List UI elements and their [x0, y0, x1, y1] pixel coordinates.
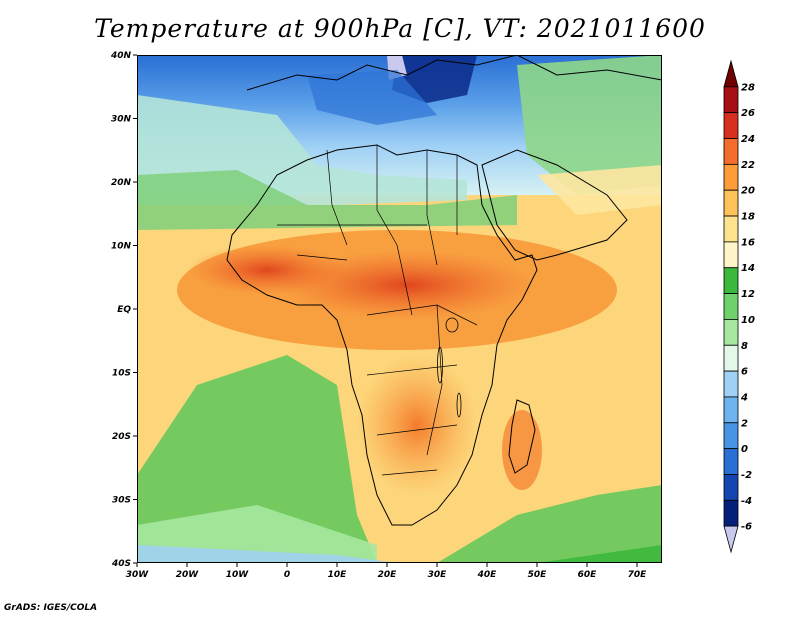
- south-atlantic-blue: [137, 545, 397, 563]
- lat-tick-label: 40S: [111, 559, 131, 569]
- colorbar-segment: [723, 344, 739, 372]
- colorbar-segment: [723, 293, 739, 320]
- country-borders: [277, 145, 478, 476]
- middle-east-green: [517, 55, 662, 195]
- lat-tick-label: EQ: [117, 305, 131, 315]
- colorbar-label: 4: [740, 392, 748, 403]
- colorbar-label: 18: [741, 212, 755, 223]
- lake-malawi: [456, 392, 462, 418]
- colorbar-label: 16: [741, 237, 755, 248]
- colorbar-segment: [723, 396, 739, 424]
- colorbar-segment: [723, 448, 739, 475]
- colorbar-label: 6: [741, 367, 748, 378]
- colorbar-top-triangle: [723, 59, 739, 88]
- arabia-coastline: [481, 149, 628, 261]
- europe-coastline: [246, 55, 518, 91]
- map-frame: [137, 55, 662, 563]
- hot-southern-africa: [357, 355, 477, 495]
- lon-tick-label: 0: [284, 570, 290, 580]
- colorbar-segment: [723, 319, 739, 346]
- lat-tick-label: 10N: [111, 242, 132, 252]
- lat-tick-label: 30N: [111, 115, 132, 125]
- colorbar-label: -4: [741, 496, 752, 507]
- colorbar-segment: [723, 138, 739, 165]
- lon-tick-label: 10E: [328, 570, 348, 580]
- colorbar-label: 20: [741, 186, 755, 197]
- lat-tick-label: 20N: [111, 178, 132, 188]
- lon-tick-label: 50E: [528, 570, 548, 580]
- lon-tick-label: 60E: [578, 570, 598, 580]
- lat-tick-label: 20S: [112, 432, 131, 442]
- colorbar-label: 14: [741, 263, 755, 274]
- colorbar-label: 10: [741, 315, 755, 326]
- colorbar-label: -6: [741, 522, 752, 533]
- colorbar-segment: [723, 370, 739, 398]
- lon-tick-label: 40E: [477, 570, 498, 580]
- colorbar-label: 28: [741, 82, 755, 93]
- lat-tick-label: 10S: [112, 369, 131, 379]
- colorbar-segment: [723, 189, 739, 217]
- chart-title: Temperature at 900hPa [C], VT: 202101160…: [94, 14, 706, 43]
- lat-tick-label: 30S: [112, 496, 131, 506]
- colorbar-segment: [723, 422, 739, 450]
- colorbar-label: 0: [741, 444, 748, 455]
- colorbar-segment: [723, 267, 739, 294]
- south-indian-green: [437, 485, 662, 563]
- colorbar-label: 2: [741, 418, 748, 429]
- colorbar-segment: [723, 86, 739, 114]
- sahel-green-band: [137, 170, 517, 230]
- colorbar-label: -2: [741, 470, 752, 481]
- colorbar-label: 8: [741, 341, 748, 352]
- cold-mediterranean: [307, 70, 437, 125]
- lon-tick-label: 30E: [428, 570, 448, 580]
- lon-tick-label: 10W: [226, 570, 250, 580]
- lake-victoria: [445, 317, 459, 333]
- lake-tanganyika: [437, 346, 443, 384]
- south-atlantic-green: [137, 355, 377, 563]
- colorbar-label: 24: [741, 134, 755, 145]
- grads-credit: GrADS: IGES/COLA: [4, 603, 98, 613]
- colorbar-segment: [723, 241, 739, 269]
- temperature-map: [137, 55, 662, 563]
- lon-tick-label: 70E: [628, 570, 648, 580]
- south-indian-deep-green: [537, 545, 662, 563]
- asia-coastline: [516, 55, 662, 81]
- colorbar-segment: [723, 215, 739, 243]
- lon-tick-label: 20E: [378, 570, 398, 580]
- colorbar-segment: [723, 499, 739, 527]
- colorbar-segment: [723, 474, 739, 501]
- colorbar-segment: [723, 163, 739, 191]
- colorbar-label: 12: [741, 289, 755, 300]
- madagascar-coastline: [508, 399, 536, 474]
- lon-tick-label: 20W: [176, 570, 200, 580]
- colorbar-bottom-triangle: [723, 525, 739, 554]
- colorbar-label: 22: [741, 160, 755, 171]
- lon-tick-label: 30W: [126, 570, 150, 580]
- colorbar-segment: [723, 112, 739, 139]
- lat-tick-label: 40N: [110, 51, 132, 61]
- colorbar-label: 26: [741, 108, 755, 119]
